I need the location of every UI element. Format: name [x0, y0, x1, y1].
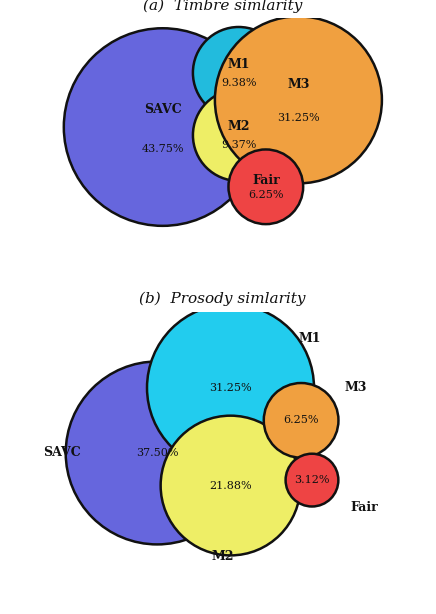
Text: 6.25%: 6.25% [283, 415, 319, 426]
Text: M2: M2 [211, 550, 234, 562]
Circle shape [193, 27, 284, 119]
Text: 31.25%: 31.25% [209, 383, 252, 393]
Text: 3.12%: 3.12% [294, 475, 330, 485]
Circle shape [193, 90, 284, 181]
Text: M3: M3 [344, 381, 367, 394]
Text: 6.25%: 6.25% [248, 190, 283, 200]
Text: SAVC: SAVC [44, 446, 81, 459]
Circle shape [160, 416, 300, 556]
Text: 21.88%: 21.88% [209, 481, 252, 491]
Text: M3: M3 [287, 79, 310, 91]
Circle shape [64, 28, 262, 226]
Text: 9.37%: 9.37% [221, 140, 256, 150]
Text: M2: M2 [228, 120, 250, 133]
Circle shape [264, 383, 338, 457]
Text: 43.75%: 43.75% [141, 144, 184, 154]
Circle shape [147, 305, 314, 472]
Text: 9.38%: 9.38% [221, 78, 256, 88]
Text: M1: M1 [298, 332, 321, 346]
Text: SAVC: SAVC [144, 103, 181, 116]
Circle shape [215, 17, 382, 184]
Text: Fair: Fair [252, 174, 279, 187]
Text: Fair: Fair [350, 501, 378, 514]
Text: M1: M1 [228, 58, 250, 71]
Circle shape [66, 362, 249, 545]
Text: 37.50%: 37.50% [136, 448, 178, 458]
Circle shape [286, 454, 338, 507]
Title: (a)  Timbre simlarity: (a) Timbre simlarity [143, 0, 302, 13]
Text: 31.25%: 31.25% [277, 113, 320, 123]
Circle shape [228, 149, 303, 224]
Title: (b)  Prosody simlarity: (b) Prosody simlarity [139, 292, 306, 306]
